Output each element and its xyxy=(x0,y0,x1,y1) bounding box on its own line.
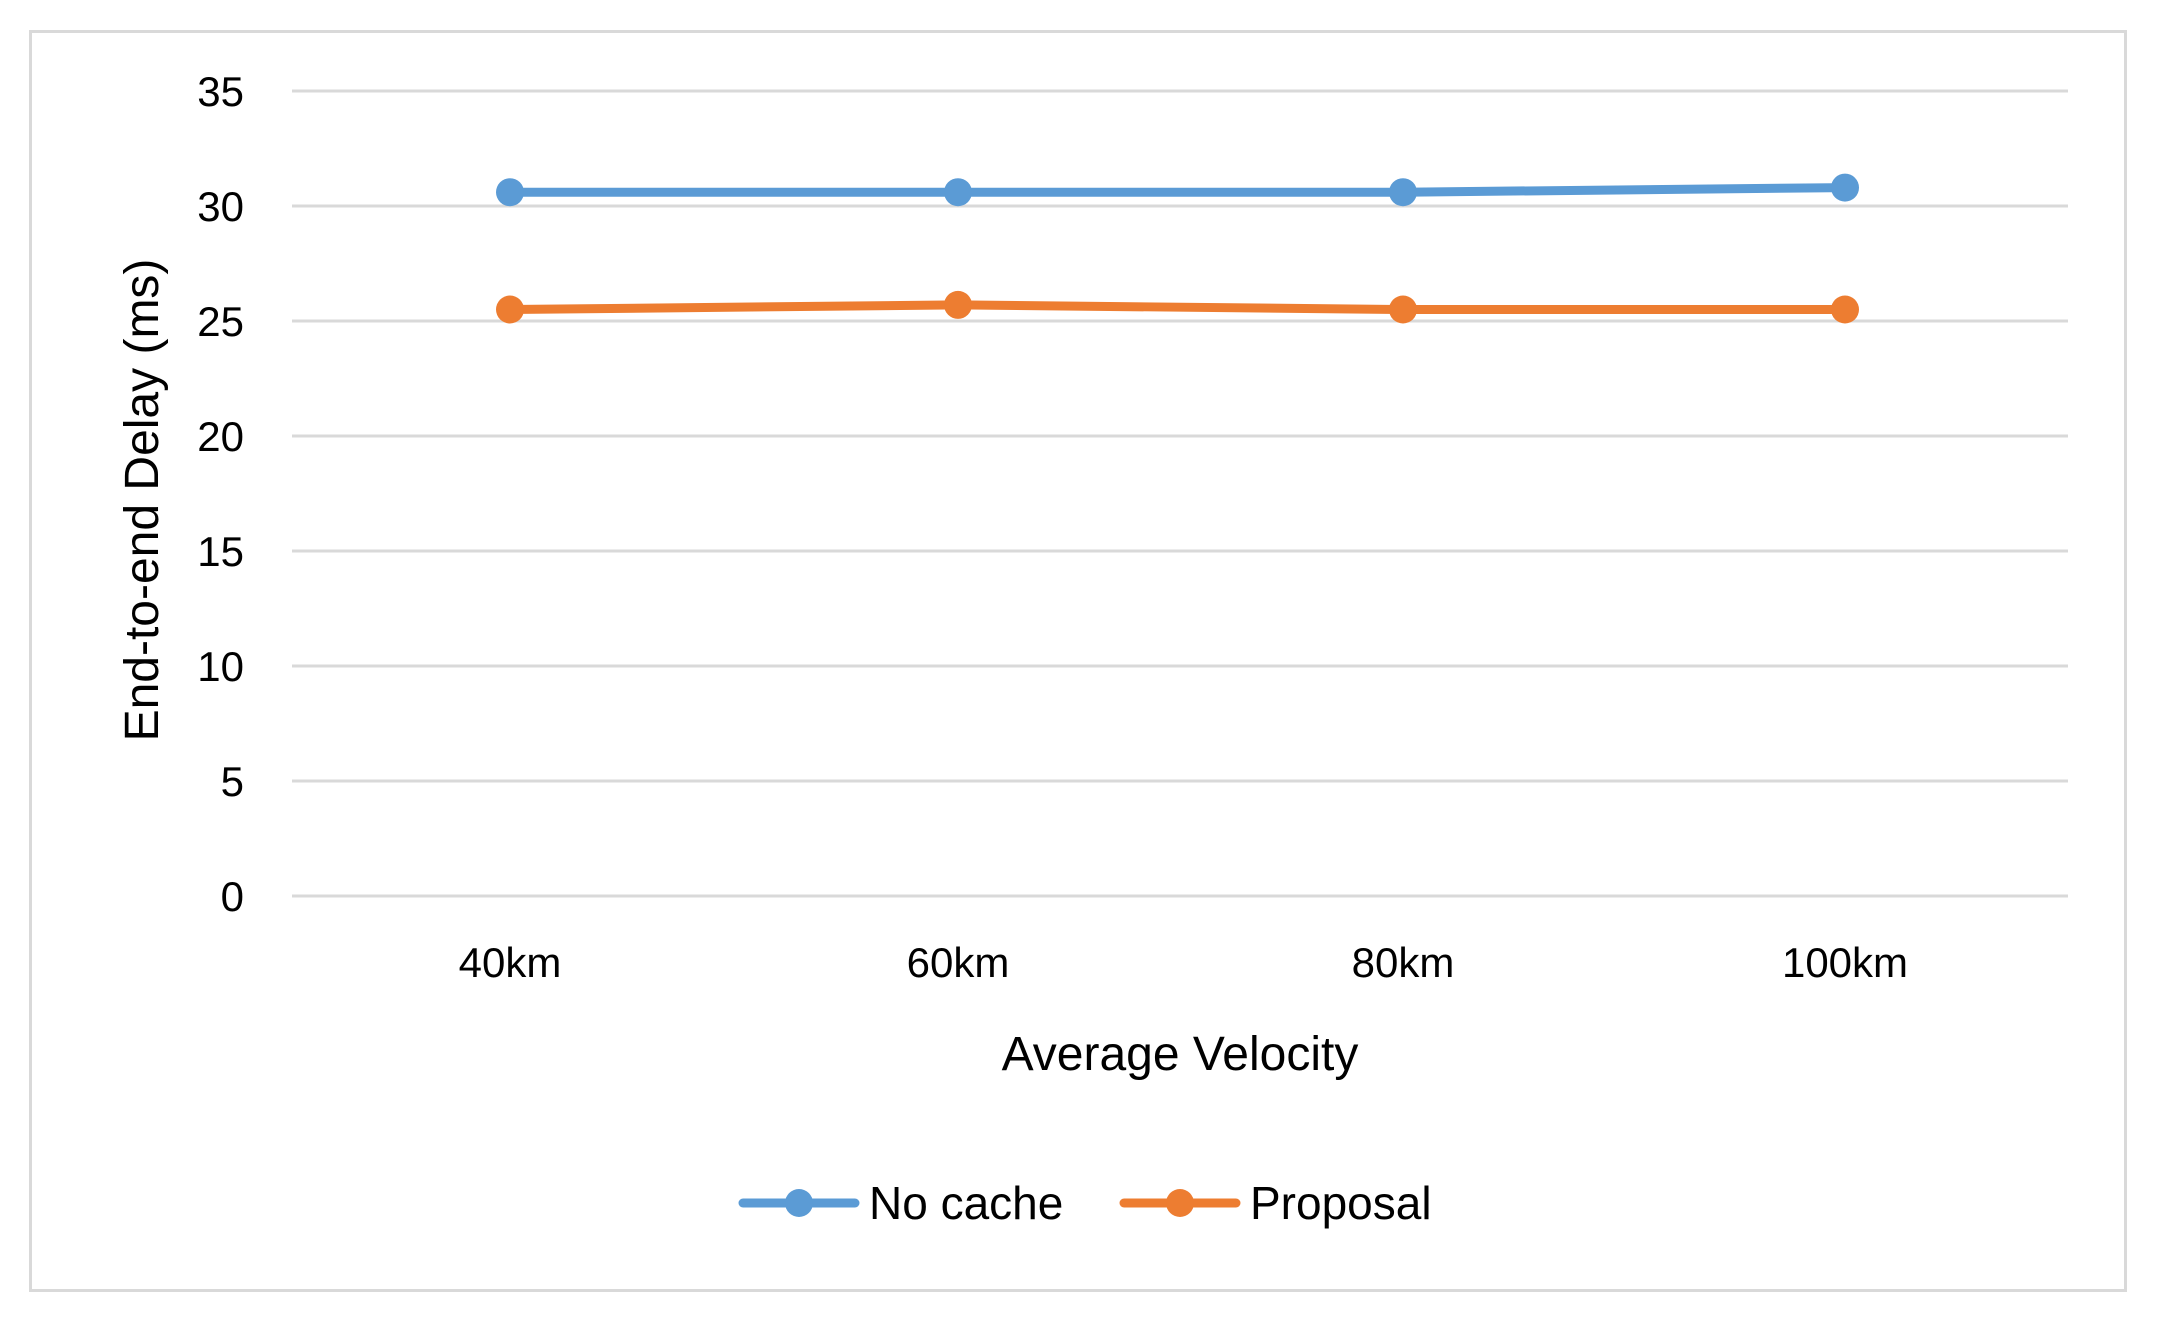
data-point xyxy=(1389,178,1417,207)
data-point xyxy=(944,290,972,319)
x-tick-label: 40km xyxy=(459,939,562,986)
legend-swatch-marker xyxy=(785,1189,813,1217)
y-tick-label: 35 xyxy=(197,68,244,115)
y-tick-label: 0 xyxy=(221,873,244,920)
data-point xyxy=(1831,173,1859,202)
y-tick-label: 25 xyxy=(197,298,244,345)
data-point xyxy=(496,178,524,207)
y-axis-title: End-to-end Delay (ms) xyxy=(116,259,169,742)
series-line xyxy=(505,183,1850,197)
legend: No cache Proposal xyxy=(738,1177,1432,1229)
x-tick-label: 60km xyxy=(907,939,1010,986)
y-tick-label: 5 xyxy=(221,758,244,805)
legend-label: No cache xyxy=(869,1177,1063,1229)
data-point xyxy=(1831,295,1859,324)
y-tick-label: 20 xyxy=(197,413,244,460)
x-axis-ticks: 40km 60km 80km 100km xyxy=(459,939,1908,986)
series-line xyxy=(505,300,1850,314)
x-tick-label: 100km xyxy=(1782,939,1908,986)
y-tick-label: 30 xyxy=(197,183,244,230)
legend-swatch-marker xyxy=(1166,1189,1194,1217)
data-point xyxy=(1389,295,1417,324)
chart-frame xyxy=(29,30,2127,1292)
legend-item: Proposal xyxy=(1119,1177,1432,1229)
y-axis-ticks: 0 5 10 15 20 25 30 35 xyxy=(197,68,244,920)
y-tick-label: 10 xyxy=(197,643,244,690)
legend-label: Proposal xyxy=(1250,1177,1432,1229)
x-axis-title: Average Velocity xyxy=(1002,1028,1359,1081)
legend-item: No cache xyxy=(738,1177,1063,1229)
y-tick-label: 15 xyxy=(197,528,244,575)
series-lines xyxy=(496,173,1859,324)
gridlines xyxy=(292,89,2068,898)
x-tick-label: 80km xyxy=(1352,939,1455,986)
data-point xyxy=(944,178,972,207)
series-no-cache xyxy=(496,173,1859,207)
data-point xyxy=(496,295,524,324)
series-proposal xyxy=(496,290,1859,324)
